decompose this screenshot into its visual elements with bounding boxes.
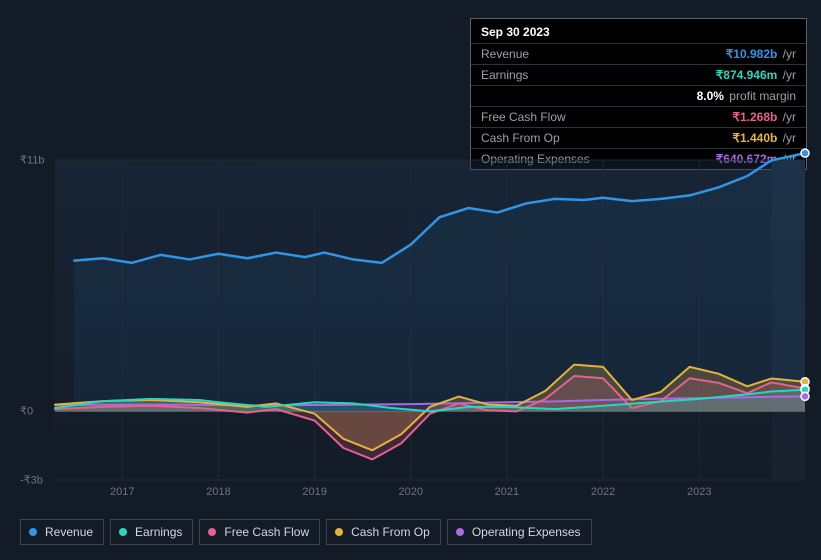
tooltip-value: ₹874.946m /yr — [716, 68, 796, 82]
tooltip-row: Free Cash Flow ₹1.268b /yr — [471, 106, 806, 127]
legend-item[interactable]: Operating Expenses — [447, 519, 592, 545]
tooltip-value: ₹1.440b /yr — [732, 131, 796, 145]
tooltip-date: Sep 30 2023 — [471, 19, 806, 43]
tooltip-value: ₹1.268b /yr — [732, 110, 796, 124]
x-axis-tick-label: 2018 — [206, 486, 230, 498]
tooltip-row: Cash From Op ₹1.440b /yr — [471, 127, 806, 148]
legend-dot-icon — [208, 528, 216, 536]
legend-dot-icon — [119, 528, 127, 536]
legend-item[interactable]: Free Cash Flow — [199, 519, 320, 545]
x-axis-tick-label: 2019 — [302, 486, 326, 498]
chart-legend: Revenue Earnings Free Cash Flow Cash From O… — [20, 519, 592, 545]
tooltip-row: Revenue ₹10.982b /yr — [471, 43, 806, 64]
tooltip-value: ₹10.982b /yr — [726, 47, 796, 61]
legend-label: Cash From Op — [351, 525, 430, 539]
data-tooltip: Sep 30 2023 Revenue ₹10.982b /yr Earnings ₹… — [470, 18, 807, 170]
y-axis-tick-label: ₹0 — [20, 405, 33, 418]
legend-label: Free Cash Flow — [224, 525, 309, 539]
tooltip-row: 8.0% profit margin — [471, 85, 806, 106]
legend-label: Earnings — [135, 525, 182, 539]
tooltip-label — [481, 89, 591, 103]
tooltip-value: 8.0% profit margin — [697, 89, 796, 103]
legend-item[interactable]: Cash From Op — [326, 519, 441, 545]
tooltip-label: Revenue — [481, 47, 591, 61]
x-axis-tick-label: 2021 — [495, 486, 519, 498]
tooltip-label: Cash From Op — [481, 131, 591, 145]
x-axis-tick-label: 2022 — [591, 486, 615, 498]
financials-chart[interactable]: ₹11b₹0-₹3b2017201820192020202120222023 — [20, 160, 805, 480]
tooltip-label: Earnings — [481, 68, 591, 82]
legend-item[interactable]: Revenue — [20, 519, 104, 545]
tooltip-row: Earnings ₹874.946m /yr — [471, 64, 806, 85]
x-axis-tick-label: 2020 — [399, 486, 423, 498]
legend-label: Revenue — [45, 525, 93, 539]
x-axis-tick-label: 2017 — [110, 486, 134, 498]
tooltip-label: Free Cash Flow — [481, 110, 591, 124]
legend-dot-icon — [456, 528, 464, 536]
legend-item[interactable]: Earnings — [110, 519, 193, 545]
x-axis-tick-label: 2023 — [687, 486, 711, 498]
legend-dot-icon — [29, 528, 37, 536]
legend-dot-icon — [335, 528, 343, 536]
y-axis-tick-label: ₹11b — [20, 154, 45, 167]
y-axis-tick-label: -₹3b — [20, 474, 43, 487]
legend-label: Operating Expenses — [472, 525, 581, 539]
